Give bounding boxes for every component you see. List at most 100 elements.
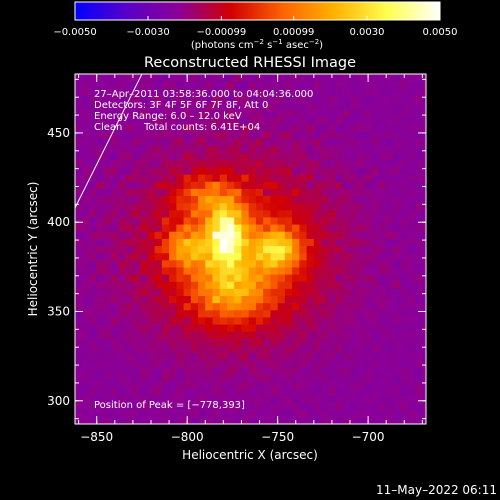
heatmap-cell [342, 159, 351, 168]
heatmap-cell [75, 259, 83, 268]
heatmap-cell [205, 274, 214, 282]
heatmap-cell [212, 188, 221, 197]
heatmap-cell [415, 238, 423, 247]
heatmap-cell [415, 288, 423, 297]
heatmap-cell [299, 88, 308, 97]
heatmap-cell [118, 366, 127, 375]
heatmap-cell [176, 74, 185, 82]
heatmap-cell [82, 388, 91, 397]
heatmap-cell [75, 138, 83, 147]
heatmap-cell [284, 209, 293, 218]
heatmap-cell [255, 381, 264, 389]
heatmap-cell [212, 145, 221, 154]
heatmap-cell [364, 352, 373, 361]
heatmap-cell [132, 338, 141, 347]
heatmap-cell [125, 102, 134, 111]
heatmap-cell [241, 238, 250, 247]
heatmap-cell [364, 366, 373, 375]
heatmap-cell [255, 216, 264, 225]
heatmap-cell [169, 388, 177, 397]
heatmap-cell [371, 345, 380, 354]
heatmap-cell [212, 231, 221, 239]
heatmap-cell [132, 102, 141, 111]
heatmap-cell [96, 416, 105, 424]
heatmap-cell [75, 345, 83, 354]
heatmap-cell [378, 345, 387, 354]
heatmap-cell [306, 81, 315, 89]
heatmap-cell [328, 145, 337, 154]
heatmap-cell [407, 395, 416, 404]
heatmap-cell [161, 302, 170, 311]
heatmap-cell [357, 216, 366, 225]
heatmap-cell [371, 374, 380, 382]
heatmap-cell [111, 159, 120, 168]
heatmap-cell [140, 316, 148, 325]
heatmap-cell [169, 295, 177, 304]
heatmap-cell [321, 324, 329, 332]
heatmap-cell [292, 202, 300, 211]
heatmap-cell [422, 152, 426, 161]
heatmap-cell [335, 409, 344, 418]
heatmap-cell [371, 266, 380, 275]
heatmap-cell [154, 395, 163, 404]
heatmap-cell [154, 388, 163, 397]
heatmap-cell [89, 238, 98, 247]
heatmap-cell [96, 216, 105, 225]
heatmap-cell [422, 131, 426, 139]
heatmap-cell [422, 359, 426, 368]
heatmap-cell [357, 331, 366, 339]
x-axis-label: Heliocentric X (arcsec) [182, 448, 318, 462]
heatmap-cell [407, 409, 416, 418]
heatmap-cell [371, 338, 380, 347]
heatmap-cell [183, 388, 192, 397]
heatmap-cell [198, 238, 206, 247]
heatmap-cell [198, 152, 206, 161]
heatmap-cell [350, 245, 358, 254]
heatmap-cell [241, 345, 250, 354]
heatmap-cell [306, 324, 315, 332]
heatmap-cell [335, 188, 344, 197]
heatmap-cell [125, 374, 134, 382]
heatmap-cell [125, 409, 134, 418]
heatmap-cell [371, 245, 380, 254]
heatmap-cell [234, 316, 243, 325]
heatmap-cell [190, 152, 199, 161]
heatmap-cell [357, 366, 366, 375]
heatmap-cell [118, 395, 127, 404]
heatmap-cell [422, 74, 426, 82]
heatmap-cell [393, 231, 402, 239]
heatmap-cell [147, 152, 156, 161]
heatmap-cell [335, 402, 344, 411]
heatmap-cell [198, 274, 206, 282]
heatmap-cell [335, 338, 344, 347]
heatmap-cell [205, 381, 214, 389]
heatmap-cell [263, 109, 271, 118]
heatmap-cell [255, 259, 264, 268]
heatmap-cell [284, 145, 293, 154]
heatmap-cell [234, 352, 243, 361]
heatmap-cell [350, 288, 358, 297]
heatmap-cell [169, 331, 177, 339]
heatmap-cell [386, 102, 395, 111]
heatmap-cell [140, 245, 148, 254]
heatmap-cell [234, 166, 243, 175]
heatmap-cell [234, 238, 243, 247]
heatmap-cell [241, 338, 250, 347]
heatmap-cell [212, 95, 221, 104]
heatmap-cell [212, 302, 221, 311]
heatmap-cell [255, 131, 264, 139]
heatmap-cell [299, 109, 308, 118]
heatmap-cell [357, 316, 366, 325]
heatmap-cell [89, 345, 98, 354]
heatmap-cell [111, 302, 120, 311]
heatmap-cell [255, 274, 264, 282]
heatmap-cell [335, 209, 344, 218]
heatmap-cell [277, 395, 286, 404]
heatmap-cell [378, 209, 387, 218]
heatmap-cell [313, 352, 322, 361]
heatmap-cell [270, 409, 279, 418]
heatmap-cell [212, 74, 221, 82]
heatmap-cell [82, 281, 91, 289]
heatmap-cell [407, 174, 416, 182]
heatmap-cell [118, 138, 127, 147]
